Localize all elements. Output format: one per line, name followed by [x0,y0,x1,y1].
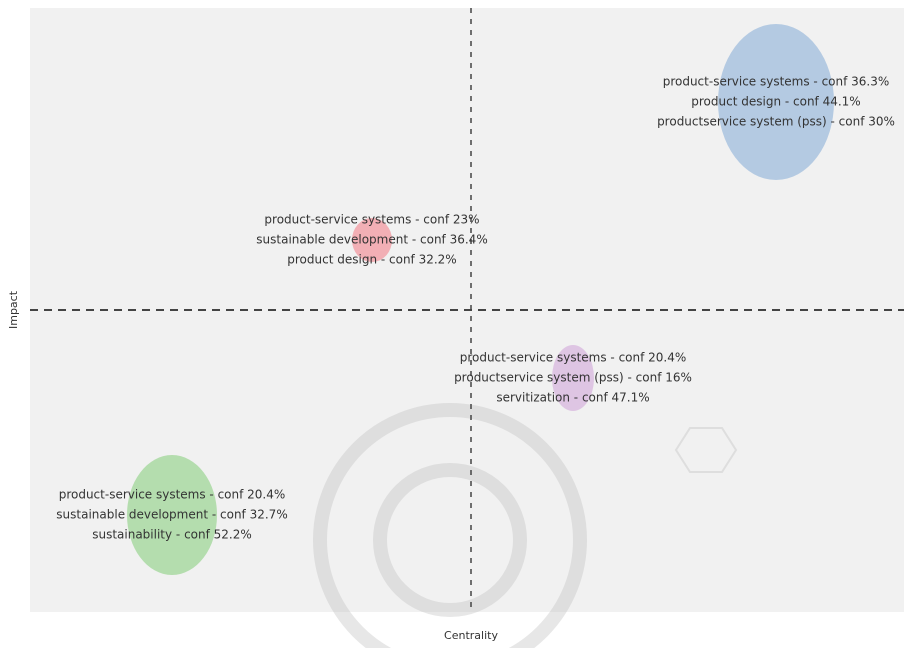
cluster-label: sustainable development - conf 36.4% [256,233,487,247]
cluster-bubble [718,24,834,180]
clusters: product-service systems - conf 36.3% prod… [56,24,895,575]
cluster-label: productservice system (pss) - conf 16% [454,371,692,385]
cluster-label: product-service systems - conf 20.4% [460,351,687,365]
cluster-label: product design - conf 44.1% [691,95,860,109]
cluster-bubble [127,455,217,575]
x-axis-label: Centrality [444,629,498,642]
cluster-label: product-service systems - conf 36.3% [663,75,890,89]
cluster-bubble [552,345,594,411]
cluster-label: sustainability - conf 52.2% [92,528,252,542]
cluster-label: product-service systems - conf 23% [264,213,479,227]
y-axis-label: Impact [7,290,20,329]
cluster-label: servitization - conf 47.1% [496,391,649,405]
cluster-label: product design - conf 32.2% [287,253,456,267]
cluster-label: product-service systems - conf 20.4% [59,488,286,502]
cluster-bubble [352,218,392,262]
watermark [313,403,738,648]
cluster-label: productservice system (pss) - conf 30% [657,115,895,129]
cluster-label: sustainable development - conf 32.7% [56,508,287,522]
